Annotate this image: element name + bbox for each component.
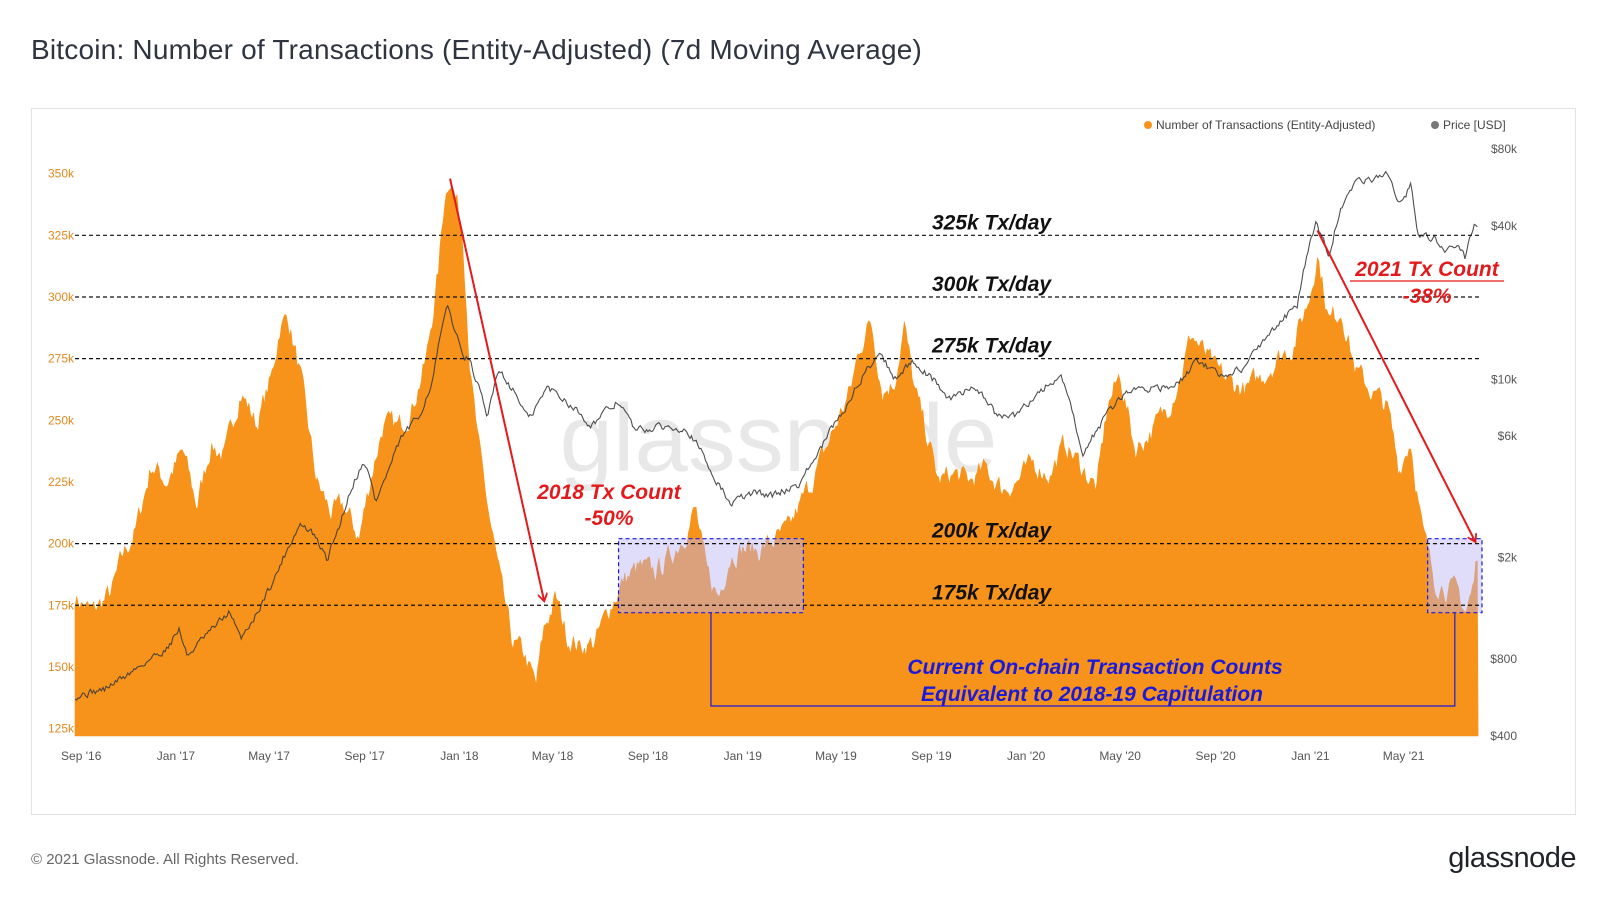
x-tick-label: May '17 xyxy=(248,749,290,763)
annotation-2018-value: -50% xyxy=(584,507,633,530)
y-left-tick-label: 300k xyxy=(48,290,75,304)
x-tick-label: Sep '16 xyxy=(61,749,102,763)
x-tick-label: May '19 xyxy=(815,749,857,763)
y-right-tick-label: $400 xyxy=(1490,729,1517,743)
x-tick-label: Jan '20 xyxy=(1007,749,1046,763)
glassnode-logo[interactable]: glassnode xyxy=(1448,842,1576,874)
annotation-arrow-decline-2018 xyxy=(449,178,544,601)
legend-price-marker xyxy=(1431,121,1439,129)
y-right-tick-label: $2k xyxy=(1498,551,1518,565)
reference-line-label: 325k Tx/day xyxy=(932,211,1052,234)
x-tick-label: Sep '17 xyxy=(344,749,385,763)
capitulation-note-line1: Current On-chain Transaction Counts xyxy=(907,656,1282,679)
x-tick-label: Sep '18 xyxy=(628,749,669,763)
chart-frame: glassnode 325k Tx/day 300k Tx/day 275k Tx/d… xyxy=(31,108,1576,815)
y-left-tick-label: 325k xyxy=(48,228,75,242)
x-tick-label: Sep '20 xyxy=(1195,749,1236,763)
copyright-text: © 2021 Glassnode. All Rights Reserved. xyxy=(31,851,299,868)
legend-tx-marker xyxy=(1144,121,1152,129)
legend-tx-label: Number of Transactions (Entity-Adjusted) xyxy=(1156,118,1375,132)
reference-line-label: 200k Tx/day xyxy=(931,520,1052,543)
reference-line-label: 300k Tx/day xyxy=(932,273,1052,296)
annotation-2021-title: 2021 Tx Count xyxy=(1354,258,1500,281)
y-left-tick-label: 200k xyxy=(48,537,75,551)
annotation-arrow-decline-2021 xyxy=(1316,229,1475,541)
x-tick-label: May '21 xyxy=(1383,749,1425,763)
x-tick-label: Jan '19 xyxy=(724,749,763,763)
price-series-line xyxy=(74,170,1478,701)
y-left-tick-label: 350k xyxy=(48,167,75,181)
x-tick-label: May '18 xyxy=(532,749,574,763)
x-tick-label: Jan '21 xyxy=(1291,749,1330,763)
y-left-tick-label: 125k xyxy=(48,722,75,736)
reference-line-label: 275k Tx/day xyxy=(931,335,1052,358)
y-right-tick-label: $40k xyxy=(1491,219,1518,233)
chart-legend: Number of Transactions (Entity-Adjusted)… xyxy=(1144,118,1506,132)
x-tick-label: Jan '18 xyxy=(440,749,479,763)
legend-price-label: Price [USD] xyxy=(1443,118,1506,132)
x-tick-label: May '20 xyxy=(1099,749,1141,763)
capitulation-bracket xyxy=(710,612,1456,707)
page-title: Bitcoin: Number of Transactions (Entity-… xyxy=(31,34,923,65)
annotation-2021-value: -38% xyxy=(1402,285,1451,308)
highlight-box-2021 xyxy=(1427,538,1483,614)
y-right-tick-label: $800 xyxy=(1490,652,1517,666)
y-right-tick-label: $6k xyxy=(1498,429,1518,443)
y-right-tick-label: $80k xyxy=(1491,142,1518,156)
x-tick-label: Jan '17 xyxy=(157,749,196,763)
y-left-tick-label: 275k xyxy=(48,352,75,366)
x-tick-label: Sep '19 xyxy=(911,749,952,763)
y-left-tick-label: 175k xyxy=(48,598,75,612)
y-left-tick-label: 150k xyxy=(48,660,75,674)
tx-series-area xyxy=(74,186,1479,737)
y-left-tick-label: 225k xyxy=(48,475,75,489)
highlight-box-2018-19 xyxy=(617,538,804,614)
y-left-tick-label: 250k xyxy=(48,413,75,427)
annotation-2018-title: 2018 Tx Count xyxy=(536,481,682,504)
reference-line-label: 175k Tx/day xyxy=(932,581,1052,604)
y-right-tick-label: $10k xyxy=(1491,372,1518,386)
capitulation-note-line2: Equivalent to 2018-19 Capitulation xyxy=(921,683,1263,706)
